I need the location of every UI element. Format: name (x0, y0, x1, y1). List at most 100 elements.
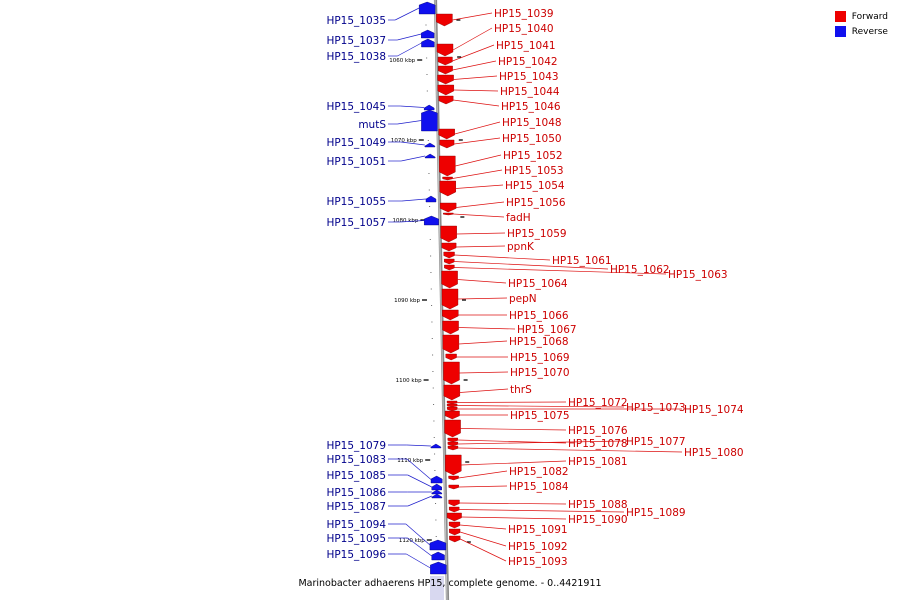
forward-gene-feature[interactable] (439, 139, 455, 149)
forward-gene-label[interactable]: HP15_1054 (505, 180, 565, 192)
forward-gene-label[interactable]: HP15_1070 (510, 367, 570, 379)
forward-gene-label[interactable]: HP15_1090 (568, 514, 628, 526)
reverse-gene-feature[interactable] (424, 142, 436, 148)
forward-gene-feature[interactable] (438, 95, 454, 105)
forward-gene-feature[interactable] (444, 258, 455, 265)
forward-gene-feature[interactable] (443, 251, 455, 259)
forward-gene-feature[interactable] (447, 445, 459, 451)
forward-gene-label[interactable]: HP15_1061 (552, 255, 612, 267)
reverse-gene-label[interactable]: HP15_1095 (326, 533, 386, 545)
forward-gene-feature[interactable] (444, 419, 461, 438)
forward-gene-feature[interactable] (437, 56, 453, 66)
forward-gene-label[interactable]: HP15_1077 (626, 436, 686, 448)
forward-gene-feature[interactable] (439, 202, 457, 213)
forward-gene-label[interactable]: pepN (509, 293, 537, 305)
forward-gene-feature[interactable] (443, 361, 460, 385)
forward-gene-label[interactable]: HP15_1043 (499, 71, 559, 83)
forward-gene-label[interactable]: HP15_1074 (684, 404, 744, 416)
forward-gene-feature[interactable] (448, 475, 459, 481)
reverse-gene-feature[interactable] (424, 215, 439, 226)
forward-gene-label[interactable]: HP15_1066 (509, 310, 569, 322)
forward-gene-label[interactable]: HP15_1064 (508, 278, 568, 290)
forward-gene-feature[interactable] (446, 400, 458, 405)
forward-gene-label[interactable]: HP15_1089 (626, 507, 686, 519)
forward-gene-feature[interactable] (446, 406, 458, 412)
forward-gene-feature[interactable] (436, 13, 453, 27)
forward-gene-label[interactable]: HP15_1091 (508, 524, 568, 536)
forward-gene-feature[interactable] (440, 225, 457, 243)
forward-gene-label[interactable]: HP15_1088 (568, 499, 628, 511)
forward-gene-feature[interactable] (444, 410, 460, 420)
forward-gene-label[interactable]: HP15_1081 (568, 456, 628, 468)
forward-gene-feature[interactable] (446, 403, 458, 408)
forward-gene-feature[interactable] (448, 499, 460, 507)
forward-gene-label[interactable]: HP15_1072 (568, 397, 628, 409)
forward-gene-label[interactable]: HP15_1040 (494, 23, 554, 35)
reverse-gene-label[interactable]: HP15_1051 (326, 156, 386, 168)
forward-gene-feature[interactable] (442, 334, 460, 354)
reverse-gene-label[interactable]: HP15_1083 (326, 454, 386, 466)
reverse-gene-feature[interactable] (430, 475, 443, 484)
reverse-gene-feature[interactable] (430, 443, 442, 449)
forward-gene-label[interactable]: HP15_1046 (501, 101, 561, 113)
forward-gene-label[interactable]: HP15_1056 (506, 197, 566, 209)
reverse-gene-feature[interactable] (421, 29, 435, 39)
reverse-gene-feature[interactable] (431, 493, 443, 499)
forward-gene-label[interactable]: HP15_1092 (508, 541, 568, 553)
forward-gene-label[interactable]: HP15_1078 (568, 438, 628, 450)
forward-gene-feature[interactable] (448, 484, 459, 490)
forward-gene-feature[interactable] (438, 65, 453, 75)
forward-gene-feature[interactable] (445, 454, 462, 476)
reverse-gene-feature[interactable] (431, 551, 445, 561)
forward-gene-label[interactable]: HP15_1039 (494, 8, 554, 20)
reverse-gene-label[interactable]: HP15_1087 (326, 501, 386, 513)
reverse-gene-feature[interactable] (429, 539, 447, 551)
forward-gene-feature[interactable] (442, 176, 453, 181)
forward-gene-feature[interactable] (445, 353, 457, 361)
reverse-gene-label[interactable]: HP15_1045 (326, 101, 386, 113)
reverse-gene-feature[interactable] (421, 38, 435, 48)
forward-gene-label[interactable]: HP15_1076 (568, 425, 628, 437)
reverse-gene-label[interactable]: HP15_1049 (326, 137, 386, 149)
reverse-gene-feature[interactable] (431, 483, 442, 491)
forward-gene-label[interactable]: HP15_1042 (498, 56, 558, 68)
forward-gene-label[interactable]: HP15_1050 (502, 133, 562, 145)
forward-gene-feature[interactable] (441, 288, 459, 310)
reverse-gene-label[interactable]: HP15_1086 (326, 487, 386, 499)
forward-gene-label[interactable]: ppnK (507, 241, 535, 253)
forward-gene-label[interactable]: HP15_1075 (510, 410, 570, 422)
forward-gene-feature[interactable] (443, 212, 454, 216)
reverse-gene-feature[interactable] (424, 153, 436, 159)
forward-gene-label[interactable]: thrS (510, 384, 532, 396)
forward-gene-feature[interactable] (442, 320, 459, 335)
forward-gene-feature[interactable] (442, 309, 459, 321)
forward-gene-feature[interactable] (449, 535, 461, 543)
forward-gene-feature[interactable] (441, 270, 458, 289)
forward-gene-label[interactable]: HP15_1084 (509, 481, 569, 493)
forward-gene-feature[interactable] (438, 128, 455, 140)
forward-gene-label[interactable]: HP15_1069 (510, 352, 570, 364)
forward-gene-feature[interactable] (446, 512, 462, 522)
reverse-gene-label[interactable]: HP15_1085 (326, 470, 386, 482)
forward-gene-feature[interactable] (448, 506, 460, 513)
reverse-gene-feature[interactable] (418, 1, 436, 15)
reverse-gene-label[interactable]: HP15_1038 (326, 51, 386, 63)
forward-gene-label[interactable]: HP15_1048 (502, 117, 562, 129)
reverse-gene-label[interactable]: HP15_1055 (326, 196, 386, 208)
forward-gene-feature[interactable] (441, 242, 457, 252)
reverse-gene-label[interactable]: HP15_1096 (326, 549, 386, 561)
forward-gene-label[interactable]: HP15_1080 (684, 447, 744, 459)
reverse-gene-label[interactable]: HP15_1035 (326, 15, 386, 27)
forward-gene-label[interactable]: fadH (506, 212, 531, 224)
reverse-gene-feature[interactable] (423, 104, 435, 111)
forward-gene-label[interactable]: HP15_1063 (668, 269, 728, 281)
reverse-gene-label[interactable]: HP15_1079 (326, 440, 386, 452)
reverse-gene-label[interactable]: mutS (358, 119, 386, 131)
forward-gene-feature[interactable] (444, 264, 455, 271)
forward-gene-feature[interactable] (448, 521, 461, 529)
forward-gene-label[interactable]: HP15_1062 (610, 264, 670, 276)
forward-gene-label[interactable]: HP15_1044 (500, 86, 560, 98)
forward-gene-label[interactable]: HP15_1073 (626, 402, 686, 414)
forward-gene-feature[interactable] (436, 43, 454, 57)
forward-gene-label[interactable]: HP15_1041 (496, 40, 556, 52)
